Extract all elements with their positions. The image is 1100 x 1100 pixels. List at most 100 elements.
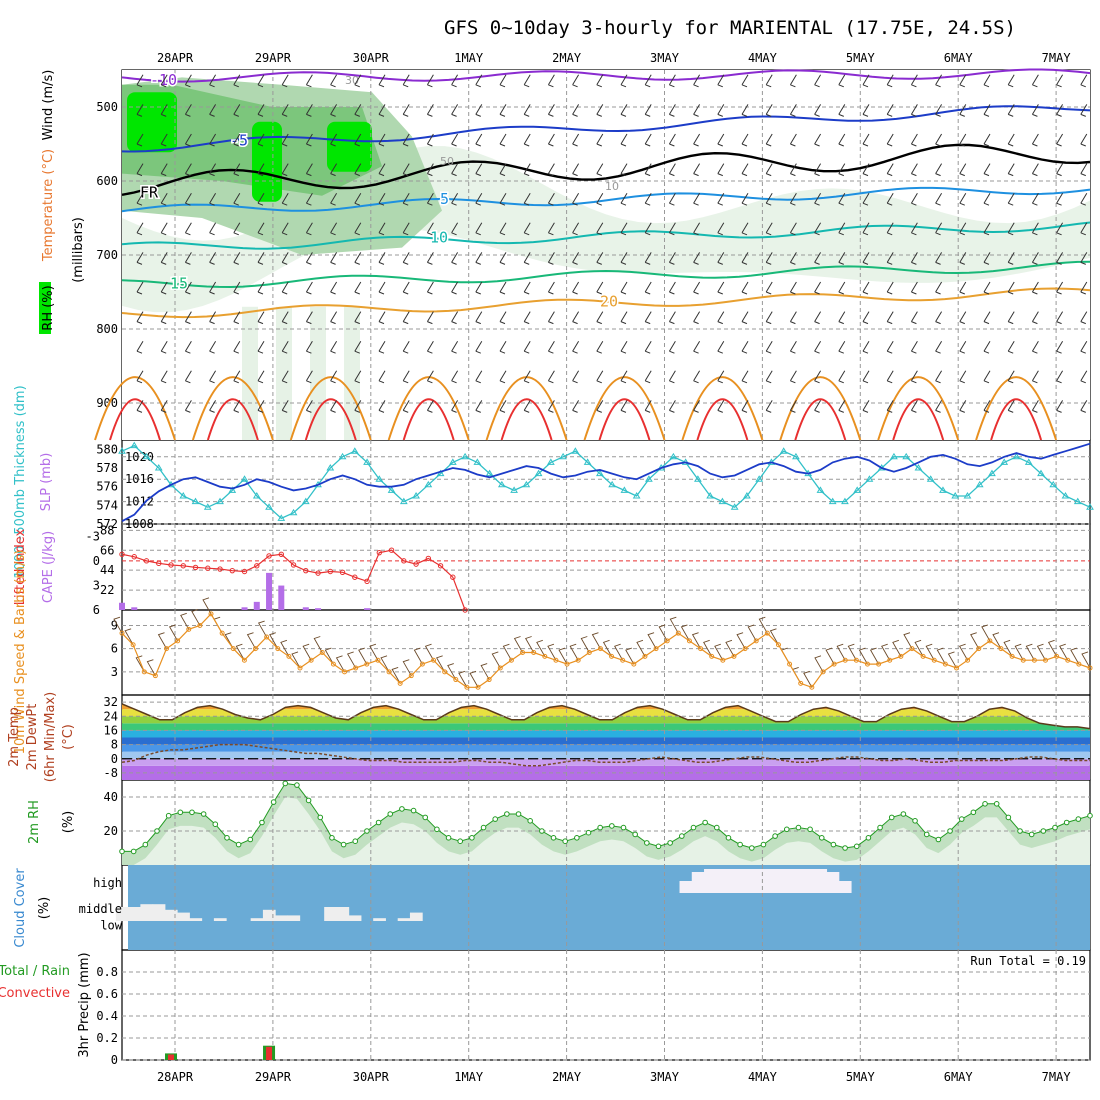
slp-marker <box>142 452 151 460</box>
wind-barb <box>257 192 265 206</box>
wind-barb <box>668 163 676 177</box>
date-label-top: 5MAY <box>846 51 876 65</box>
wind-barb <box>499 370 507 384</box>
wind-barb <box>499 400 507 413</box>
cloud-middle-bar <box>177 912 190 921</box>
wind-barb <box>257 163 265 177</box>
isotherm-loop-orange <box>779 376 862 441</box>
lifted-index-marker <box>254 563 260 569</box>
temp-tick: 8 <box>111 738 118 752</box>
wind-barb <box>668 252 676 265</box>
wind-barb <box>136 252 144 265</box>
label-cape: CAPE (J/kg) <box>41 531 56 603</box>
slp-marker <box>203 503 212 510</box>
wind-barb <box>547 74 555 88</box>
wind-barb-10m <box>636 639 646 657</box>
slp-marker <box>890 452 898 460</box>
wind-barb <box>378 311 386 325</box>
wind-barb <box>184 400 192 413</box>
slp-marker <box>975 480 984 488</box>
wind-barb <box>765 133 773 147</box>
wind-barb <box>209 370 217 384</box>
wind-barb-10m <box>725 639 735 657</box>
wind-barb <box>765 163 773 177</box>
lifted-index-marker <box>290 562 297 568</box>
wind-barb-10m <box>269 632 279 649</box>
y-tick-label: 700 <box>96 248 118 262</box>
wind-barb <box>184 281 192 295</box>
label-minmax: (6hr Min/Max) <box>43 692 58 782</box>
wind-barb <box>1007 163 1015 177</box>
wind-speed-marker <box>597 646 603 652</box>
wind-barb <box>523 74 531 88</box>
wind-barb <box>910 252 918 265</box>
isotherm-label: 10 <box>430 229 448 247</box>
wind-barb <box>789 74 797 88</box>
wind-barb <box>1007 400 1015 413</box>
rh2m-marker <box>1028 831 1035 838</box>
rh2m-marker <box>200 811 207 817</box>
wind-barb <box>789 222 797 236</box>
wind-barb <box>233 252 241 265</box>
wind-barb-10m <box>146 659 156 676</box>
wind-barb <box>765 252 773 265</box>
lifted-index-marker <box>413 561 419 567</box>
rh-saturated <box>252 121 282 202</box>
wind-barb <box>426 400 434 413</box>
wind-barb <box>935 400 943 413</box>
wind-barb <box>693 311 701 325</box>
slp-marker <box>130 441 139 449</box>
wind-speed-marker <box>753 638 759 644</box>
wind-barb <box>160 370 168 384</box>
wind-barb <box>451 400 459 413</box>
wind-barb <box>789 104 797 117</box>
wind-barb <box>330 74 338 88</box>
wind-barb <box>814 281 822 295</box>
wind-barb <box>1056 340 1064 354</box>
wind-speed-marker <box>853 657 859 663</box>
slp-marker <box>154 464 163 471</box>
wind-barb <box>1031 104 1039 117</box>
wind-speed-marker <box>375 657 381 663</box>
wind-barb <box>838 222 846 236</box>
wind-barb <box>499 192 507 206</box>
wind-barb <box>160 74 168 88</box>
wind-speed-marker <box>531 650 537 655</box>
rh2m-marker <box>574 835 580 841</box>
slp-marker <box>375 475 384 482</box>
wind-barb <box>668 74 676 88</box>
rh2m-marker <box>912 818 918 824</box>
wind-barb <box>1080 222 1088 236</box>
wind-barb <box>1080 370 1088 384</box>
lifted-index-marker <box>303 567 309 574</box>
wind-barb <box>426 222 434 236</box>
wind-barb-10m <box>180 612 190 630</box>
wind-barb <box>136 340 144 354</box>
wind-barb-10m <box>903 632 913 649</box>
slp-marker <box>485 469 494 477</box>
rh2m-marker <box>1063 819 1070 826</box>
wind-barb <box>281 163 289 177</box>
label-thickness: 1000~500mb Thickness (dm) <box>13 385 28 578</box>
rh2m-marker <box>632 831 638 838</box>
wind-barb <box>233 74 241 88</box>
wind-barb <box>596 222 604 236</box>
rh2m-marker <box>305 797 312 804</box>
cloud-tick: middle <box>79 902 122 916</box>
wind-barb <box>257 252 265 265</box>
wind-barb <box>814 252 822 265</box>
wind-barb <box>983 311 991 325</box>
rh-legend-swatch <box>39 282 51 334</box>
wind-barb <box>765 74 773 88</box>
cape-tick: 44 <box>100 563 114 577</box>
wind-barb <box>717 104 725 117</box>
wind-barb <box>838 340 846 354</box>
wind-barb <box>402 222 410 236</box>
slp-marker <box>718 497 727 505</box>
wind-barb <box>668 222 676 236</box>
wind-barb <box>983 340 991 354</box>
wind-barb <box>281 281 289 295</box>
slp-marker <box>608 480 617 488</box>
wind-barb <box>789 311 797 325</box>
wind-barb-10m <box>402 659 412 676</box>
